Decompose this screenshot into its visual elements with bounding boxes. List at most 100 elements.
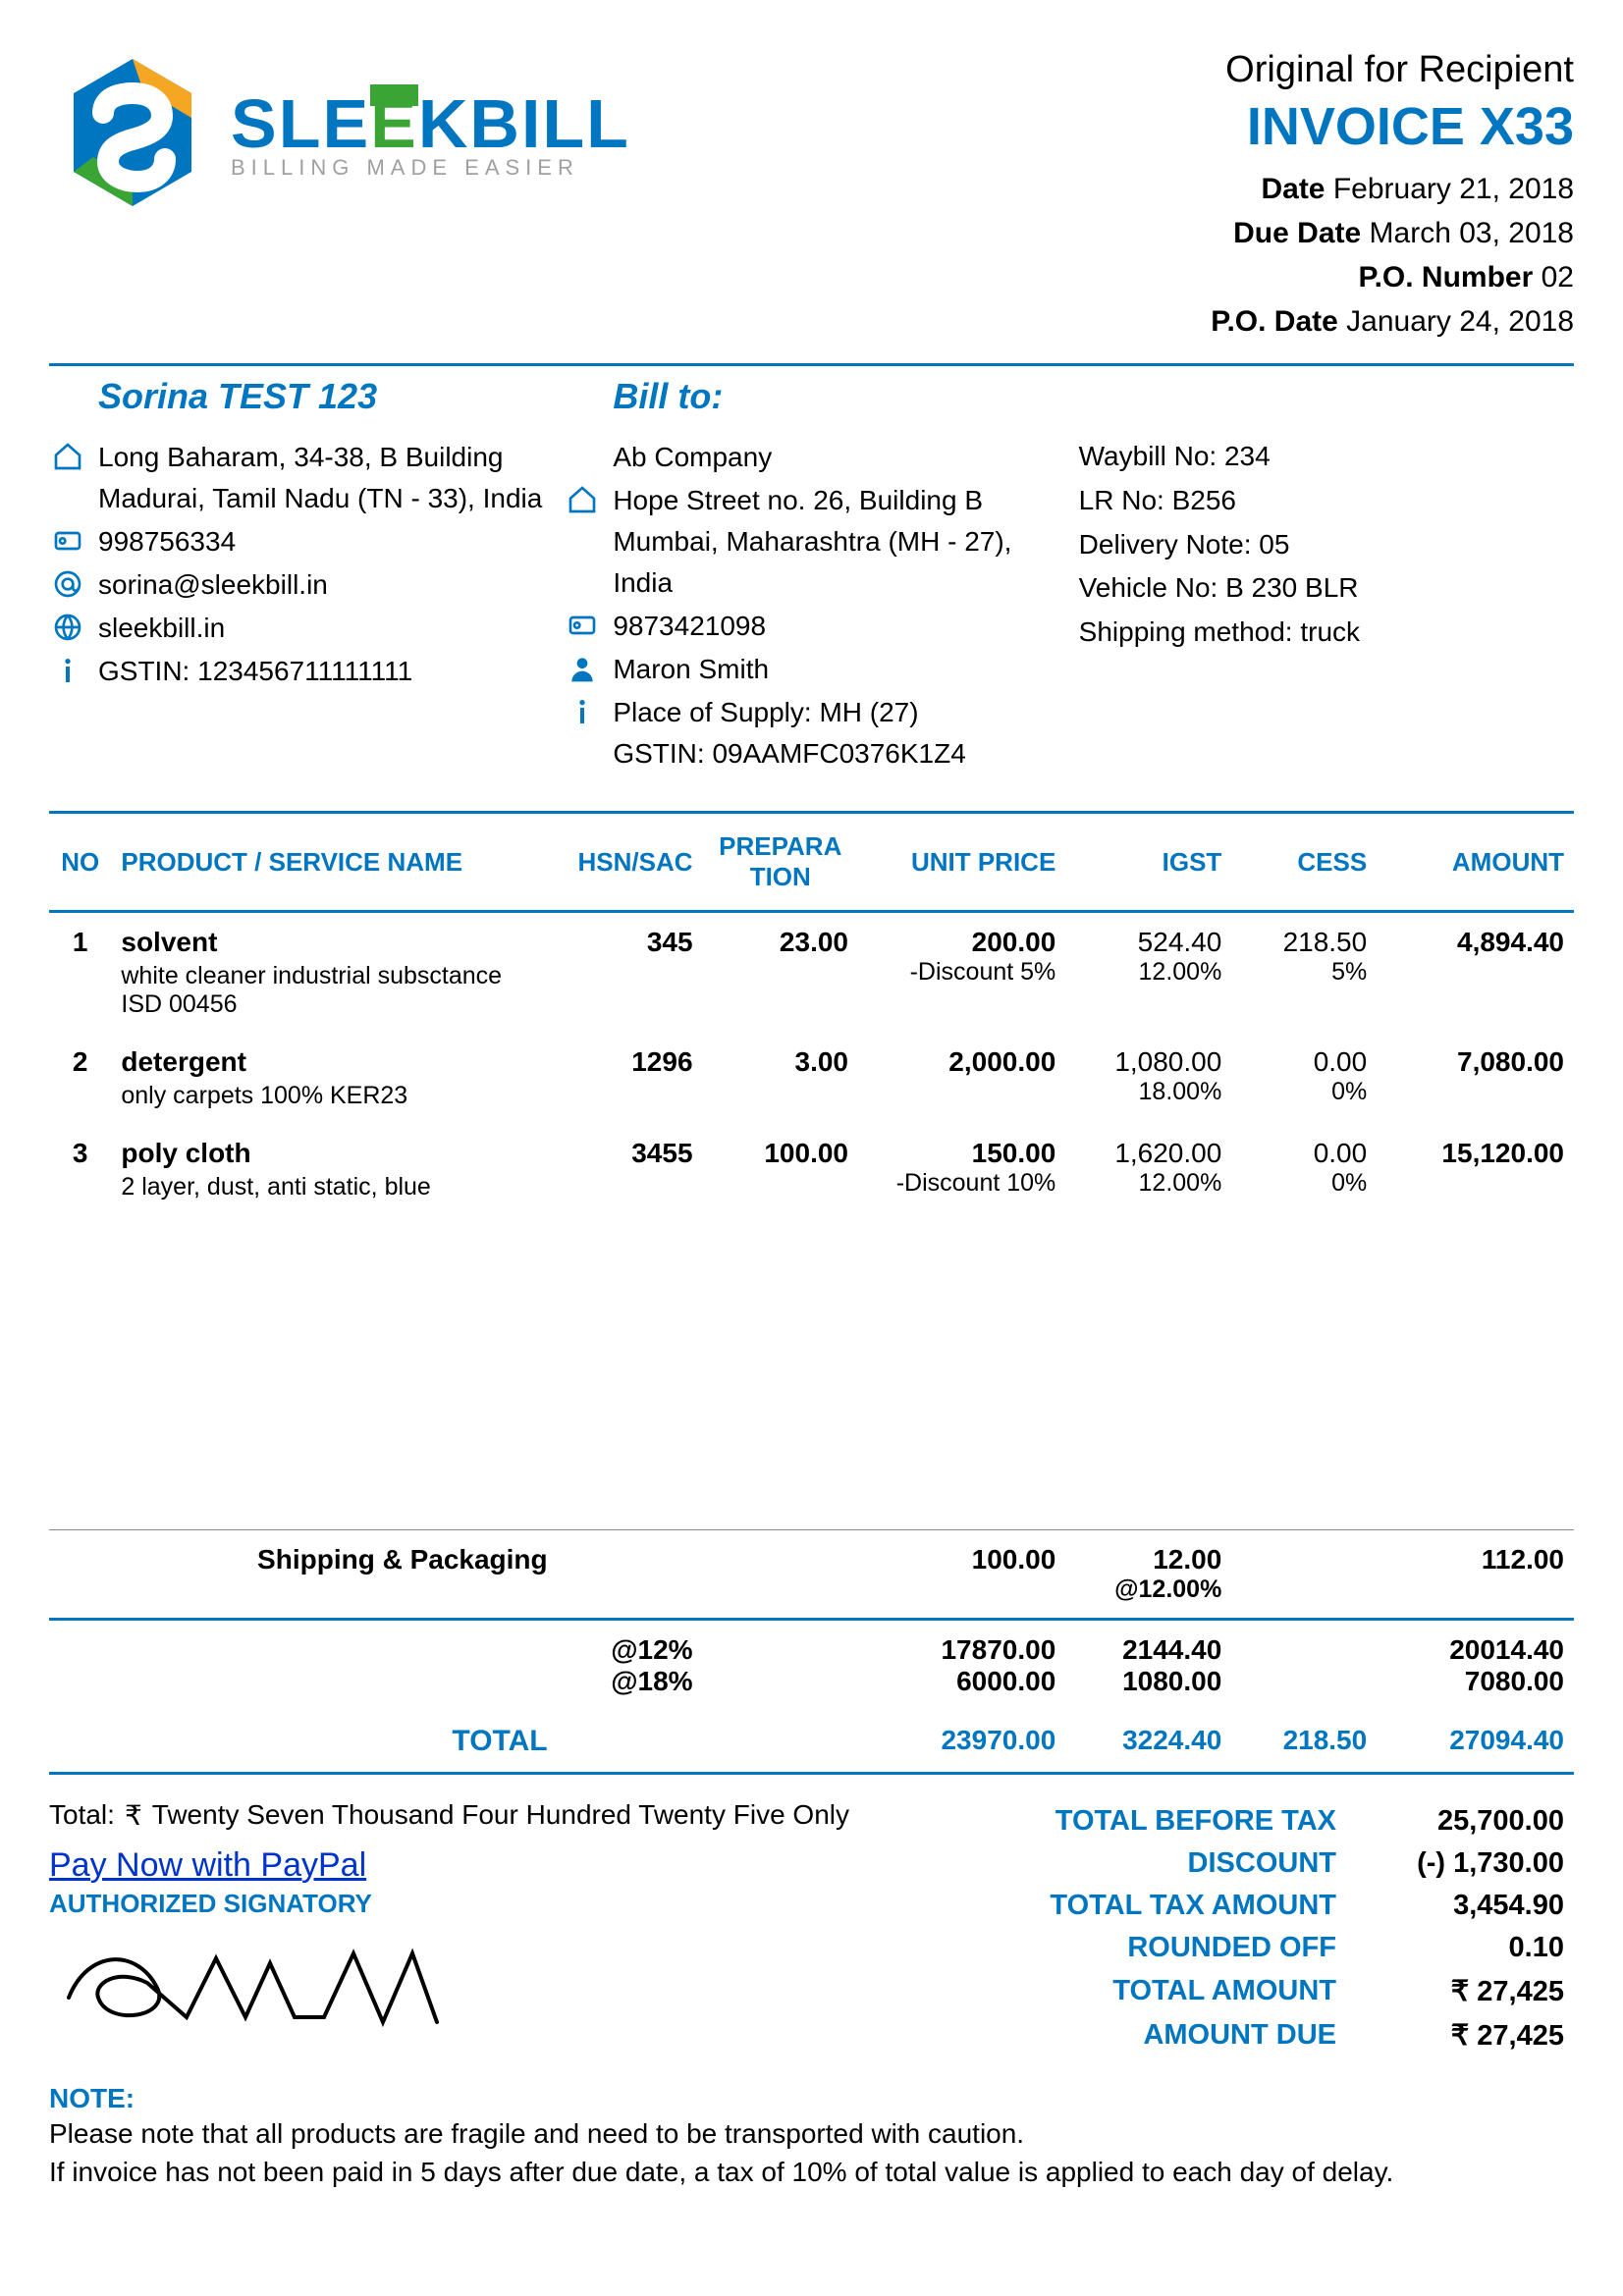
row-igst: 524.4012.00% — [1065, 912, 1231, 1034]
summary-due-value: ₹ 27,425 — [1346, 2014, 1572, 2056]
row-igst: 1,620.0012.00% — [1065, 1124, 1231, 1215]
row-unit-price: 200.00-Discount 5% — [858, 912, 1065, 1034]
shipping-igst: 12.00@12.00% — [1065, 1529, 1231, 1619]
paypal-link[interactable]: Pay Now with PayPal — [49, 1846, 366, 1884]
invoice-footer: Total: ₹ Twenty Seven Thousand Four Hund… — [49, 1799, 1574, 2058]
col-product: PRODUCT / SERVICE NAME — [111, 813, 557, 912]
row-hsn: 1296 — [558, 1033, 703, 1124]
total-words-label: Total: — [49, 1799, 115, 1831]
row-amount: 7,080.00 — [1377, 1033, 1574, 1124]
summary-tax-amount-label: TOTAL TAX AMOUNT — [883, 1886, 1344, 1926]
original-for-recipient: Original for Recipient — [1211, 49, 1574, 91]
summary-table: TOTAL BEFORE TAX25,700.00 DISCOUNT(-) 1,… — [881, 1799, 1574, 2058]
from-website: sleekbill.in — [98, 608, 544, 649]
info-icon — [564, 692, 601, 727]
row-amount: 4,894.40 — [1377, 912, 1574, 1034]
total-label: TOTAL — [111, 1711, 557, 1774]
row-hsn: 3455 — [558, 1124, 703, 1215]
globe-icon — [49, 608, 86, 643]
row-product: detergentonly carpets 100% KER23 — [111, 1033, 557, 1124]
summary-tax-amount-value: 3,454.90 — [1346, 1886, 1572, 1926]
summary-due-label: AMOUNT DUE — [883, 2014, 1344, 2056]
parties-section: Sorina TEST 123 Long Baharam, 34-38, B B… — [49, 376, 1574, 776]
rupee-icon: ₹ — [125, 1799, 142, 1832]
po-number-value: 02 — [1542, 261, 1574, 294]
from-title: Sorina TEST 123 — [49, 376, 544, 417]
vehicle-no: Vehicle No: B 230 BLR — [1079, 566, 1574, 611]
col-igst: IGST — [1065, 813, 1231, 912]
date-value: February 21, 2018 — [1333, 173, 1574, 205]
billto-company: Ab Company — [613, 437, 1058, 478]
total-in-words: Total: ₹ Twenty Seven Thousand Four Hund… — [49, 1799, 881, 1832]
note-line-2: If invoice has not been paid in 5 days a… — [49, 2153, 1574, 2191]
home-icon — [49, 437, 86, 472]
billto-address: Hope Street no. 26, Building BMumbai, Ma… — [613, 480, 1058, 604]
billto-contact: Maron Smith — [613, 649, 1058, 690]
header-meta: Original for Recipient INVOICE X33 Date … — [1211, 49, 1574, 344]
col-hsn: HSN/SAC — [558, 813, 703, 912]
table-row: 1solventwhite cleaner industrial subscta… — [49, 912, 1574, 1034]
summary-discount-label: DISCOUNT — [883, 1843, 1344, 1884]
table-row: 3poly cloth2 layer, dust, anti static, b… — [49, 1124, 1574, 1215]
phone-icon — [49, 521, 86, 557]
logo-block: SLEEKBILL BILLING MADE EASIER — [49, 49, 630, 216]
summary-rounded-label: ROUNDED OFF — [883, 1928, 1344, 1968]
shipping-row: Shipping & Packaging100.0012.00@12.00%11… — [49, 1529, 1574, 1619]
from-address: Long Baharam, 34-38, B BuildingMadurai, … — [98, 437, 544, 519]
total-words-value: Twenty Seven Thousand Four Hundred Twent… — [152, 1799, 849, 1831]
tax-split-tax: 2144.401080.00 — [1065, 1619, 1231, 1711]
billto-phone: 9873421098 — [613, 606, 1058, 647]
billto-supply-gstin: Place of Supply: MH (27)GSTIN: 09AAMFC03… — [613, 692, 1058, 774]
summary-before-tax-label: TOTAL BEFORE TAX — [883, 1801, 1344, 1842]
summary-discount-value: (-) 1,730.00 — [1346, 1843, 1572, 1884]
authorized-signatory-label: AUTHORIZED SIGNATORY — [49, 1889, 881, 1919]
row-no: 1 — [49, 912, 111, 1034]
row-cess: 0.000% — [1231, 1033, 1377, 1124]
shipping-method: Shipping method: truck — [1079, 611, 1574, 655]
delivery-note: Delivery Note: 05 — [1079, 523, 1574, 567]
billto-column: Bill to: Ab Company Hope Street no. 26, … — [564, 376, 1058, 776]
logo-mark — [49, 49, 216, 216]
invoice-number: INVOICE X33 — [1211, 96, 1574, 157]
summary-total-label: TOTAL AMOUNT — [883, 1970, 1344, 2012]
items-table: NO PRODUCT / SERVICE NAME HSN/SAC PREPAR… — [49, 811, 1574, 1775]
row-prep: 23.00 — [703, 912, 858, 1034]
row-amount: 15,120.00 — [1377, 1124, 1574, 1215]
tax-split-row: @12%@18% 17870.006000.002144.401080.00 200… — [49, 1619, 1574, 1711]
row-product: solventwhite cleaner industrial subsctan… — [111, 912, 557, 1034]
footer-left: Total: ₹ Twenty Seven Thousand Four Hund… — [49, 1799, 881, 2058]
tax-split-amount: 20014.407080.00 — [1377, 1619, 1574, 1711]
col-no: NO — [49, 813, 111, 912]
total-amount: 27094.40 — [1377, 1711, 1574, 1774]
col-cess: CESS — [1231, 813, 1377, 912]
billto-title: Bill to: — [564, 376, 1058, 417]
po-date-value: January 24, 2018 — [1346, 305, 1574, 338]
col-unit-price: UNIT PRICE — [858, 813, 1065, 912]
signature-image — [49, 1929, 461, 2037]
row-no: 2 — [49, 1033, 111, 1124]
at-icon — [49, 564, 86, 600]
row-no: 3 — [49, 1124, 111, 1215]
table-row: 2detergentonly carpets 100% KER2312963.0… — [49, 1033, 1574, 1124]
logo-subtitle: BILLING MADE EASIER — [231, 155, 630, 181]
po-date-label: P.O. Date — [1211, 305, 1338, 338]
row-unit-price: 2,000.00 — [858, 1033, 1065, 1124]
row-cess: 218.505% — [1231, 912, 1377, 1034]
logo-text-block: SLEEKBILL BILLING MADE EASIER — [231, 84, 630, 181]
due-date-value: March 03, 2018 — [1370, 217, 1574, 249]
logo-suffix: KBILL — [418, 85, 630, 162]
tax-split-base: 17870.006000.00 — [858, 1619, 1065, 1711]
date-label: Date — [1261, 173, 1325, 205]
tax-split-rates: @12%@18% — [558, 1619, 703, 1711]
note-body: Please note that all products are fragil… — [49, 2114, 1574, 2191]
table-header-row: NO PRODUCT / SERVICE NAME HSN/SAC PREPAR… — [49, 813, 1574, 912]
phone-icon — [564, 606, 601, 641]
shipping-label: Shipping & Packaging — [111, 1529, 557, 1619]
row-unit-price: 150.00-Discount 10% — [858, 1124, 1065, 1215]
info-icon — [49, 651, 86, 686]
row-igst: 1,080.0018.00% — [1065, 1033, 1231, 1124]
from-gstin: GSTIN: 123456711111111 — [98, 651, 544, 692]
shipping-column: Waybill No: 234 LR No: B256 Delivery Not… — [1079, 376, 1574, 776]
total-tax: 3224.40 — [1065, 1711, 1231, 1774]
shipping-amount: 112.00 — [1377, 1529, 1574, 1619]
